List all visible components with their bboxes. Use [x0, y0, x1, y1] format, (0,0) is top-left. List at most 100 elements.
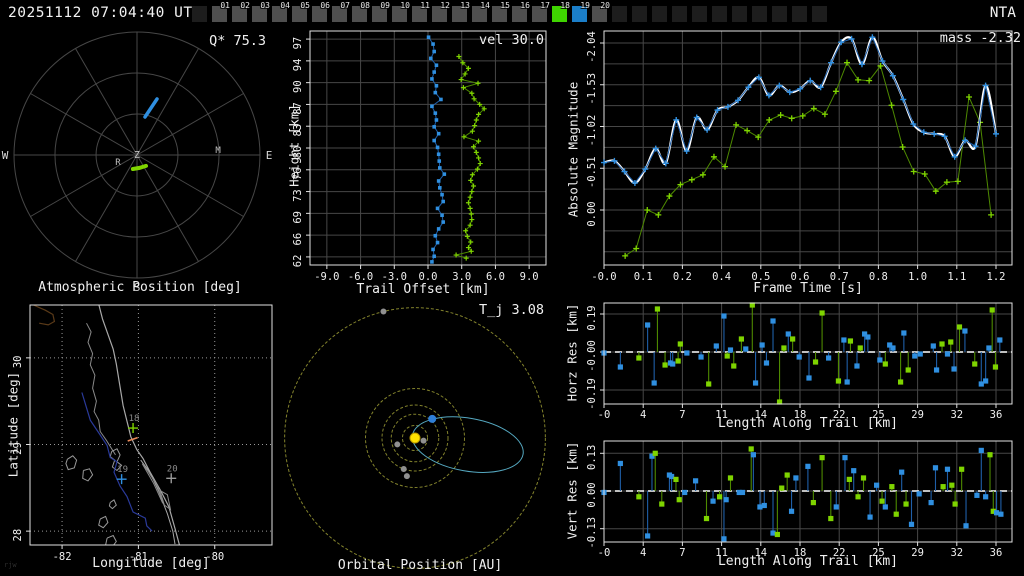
station-slot-number: 06: [320, 1, 330, 10]
station-slot-03[interactable]: 03: [252, 1, 270, 22]
watermark: rjw: [4, 561, 17, 569]
station-slot-04[interactable]: 04: [272, 1, 290, 22]
svg-text:-3.0: -3.0: [382, 271, 407, 283]
svg-text:0.0: 0.0: [419, 271, 438, 283]
station-slot-number: 13: [460, 1, 470, 10]
station-slot-empty[interactable]: [192, 6, 207, 22]
ground-map-plot[interactable]: -82 -81 -80 30 29 28 18 19 20: [0, 298, 280, 576]
station-slot-18[interactable]: 18: [552, 1, 570, 22]
svg-text:0.6: 0.6: [791, 271, 810, 283]
atmospheric-position-plot[interactable]: N E S W Z R M: [0, 28, 280, 298]
trail-offset-title: Trail Offset [km]: [356, 282, 490, 297]
q-value-label: Q* 75.3: [209, 33, 266, 49]
trail-offset-plot[interactable]: 62 66 69 73 76 80 83 87 90 94 97 -9.0 -6.0 -3.0 0.0 3.0…: [280, 28, 560, 298]
svg-text:0.8: 0.8: [869, 271, 888, 283]
map-features: 18 19 20: [32, 305, 181, 545]
svg-text:0.00: 0.00: [586, 482, 598, 507]
station-slot-number: 04: [280, 1, 290, 10]
station-slot-08[interactable]: 08: [352, 1, 370, 22]
station-slot-empty[interactable]: [692, 6, 707, 22]
svg-text:E: E: [266, 149, 273, 162]
station-slot-empty[interactable]: [772, 6, 787, 22]
svg-text:76: 76: [292, 167, 304, 180]
svg-text:-81: -81: [129, 551, 148, 563]
station-slot-empty[interactable]: [632, 6, 647, 22]
station-slot-number: 19: [580, 1, 590, 10]
orbit-canvas: [284, 307, 546, 569]
trail-grid: [310, 31, 546, 265]
sun-dot: [409, 432, 421, 444]
magnitude-plot[interactable]: -0.0 0.1 0.2 0.4 0.5 0.6 0.7 0.8 1.0 1.1 1.2 -2.04 -…: [560, 28, 1024, 298]
svg-text:-1.02: -1.02: [586, 115, 598, 147]
station-slot-empty[interactable]: [752, 6, 767, 22]
svg-text:-1.53: -1.53: [586, 73, 598, 105]
trail-series-blue: [428, 36, 445, 263]
svg-text:-0.51: -0.51: [586, 156, 598, 188]
horz-res-points: [601, 302, 1003, 405]
svg-text:1.2: 1.2: [987, 271, 1006, 283]
station-slot-17[interactable]: 17: [532, 1, 550, 22]
station-slot-number: 18: [560, 1, 570, 10]
svg-text:S: S: [134, 281, 141, 294]
station-slot-empty[interactable]: [612, 6, 627, 22]
svg-text:36: 36: [990, 547, 1003, 559]
svg-text:22: 22: [833, 547, 846, 559]
residuals-plot[interactable]: -0 4 7 11 14 18 22 25 29 32 360.19-0.00-0.19-0 4 7 11…: [560, 298, 1024, 576]
svg-text:18: 18: [794, 547, 807, 559]
svg-text:1.1: 1.1: [947, 271, 966, 283]
svg-text:94: 94: [292, 59, 304, 72]
station-slot-06[interactable]: 06: [312, 1, 330, 22]
tisserand-label: T_j 3.08: [478, 302, 544, 318]
svg-text:32: 32: [950, 409, 963, 421]
station-slot-empty[interactable]: [712, 6, 727, 22]
svg-text:4: 4: [640, 409, 646, 421]
orbital-position-panel: T_j 3.08 Orbital Position [AU]: [280, 298, 560, 576]
station-slot-14[interactable]: 14: [472, 1, 490, 22]
svg-text:90: 90: [292, 80, 304, 93]
magnitude-series-green: [624, 61, 992, 257]
svg-text:25: 25: [872, 409, 885, 421]
orbital-position-plot[interactable]: [280, 298, 560, 576]
station-slot-07[interactable]: 07: [332, 1, 350, 22]
station-slot-12[interactable]: 12: [432, 1, 450, 22]
svg-text:0.19: 0.19: [586, 305, 598, 330]
station-slot-empty[interactable]: [732, 6, 747, 22]
station-slot-19[interactable]: 19: [572, 1, 590, 22]
station-slot-empty[interactable]: [812, 6, 827, 22]
station-slot-number: 02: [240, 1, 250, 10]
network-code: NTA: [989, 5, 1016, 21]
meteor-streak-green: [130, 163, 148, 171]
station-slot-05[interactable]: 05: [292, 1, 310, 22]
station-slot-10[interactable]: 10: [392, 1, 410, 22]
station-slot-number: 12: [440, 1, 450, 10]
station-slot-20[interactable]: 20: [592, 1, 610, 22]
svg-text:-82: -82: [53, 551, 72, 563]
svg-text:30: 30: [12, 356, 24, 369]
ground-map-panel: -82 -81 -80 30 29 28 18 19 20 Latitude [deg] Lon…: [0, 298, 280, 576]
station-slot-02[interactable]: 02: [232, 1, 250, 22]
magnitude-panel: -0.0 0.1 0.2 0.4 0.5 0.6 0.7 0.8 1.0 1.1 1.2 -2.04 -…: [560, 28, 1024, 298]
station-slot-13[interactable]: 13: [452, 1, 470, 22]
station-slot-15[interactable]: 15: [492, 1, 510, 22]
svg-text:69: 69: [292, 211, 304, 224]
svg-text:62: 62: [292, 255, 304, 268]
svg-text:-0.13: -0.13: [586, 517, 598, 549]
station-slot-number: 20: [600, 1, 610, 10]
horz-length-axis-label: Length Along Trail [km]: [717, 416, 898, 431]
station-slot-number: 01: [220, 1, 230, 10]
station-slot-empty[interactable]: [792, 6, 807, 22]
svg-text:73: 73: [292, 189, 304, 202]
station-slot-empty[interactable]: [672, 6, 687, 22]
svg-text:0.1: 0.1: [634, 271, 653, 283]
station-slot-empty[interactable]: [652, 6, 667, 22]
station-slot-number: 09: [380, 1, 390, 10]
station-slot-09[interactable]: 09: [372, 1, 390, 22]
svg-text:22: 22: [833, 409, 846, 421]
atmospheric-position-title: Atmospheric Position [deg]: [38, 280, 242, 295]
atmospheric-position-panel: N E S W Z R M Q* 75.3 Atmospheric Position [de…: [0, 28, 280, 298]
station-slot-01[interactable]: 01: [212, 1, 230, 22]
map-grid: [30, 305, 272, 545]
station-slot-16[interactable]: 16: [512, 1, 530, 22]
velocity-label: vel 30.0: [478, 32, 544, 48]
station-slot-11[interactable]: 11: [412, 1, 430, 22]
